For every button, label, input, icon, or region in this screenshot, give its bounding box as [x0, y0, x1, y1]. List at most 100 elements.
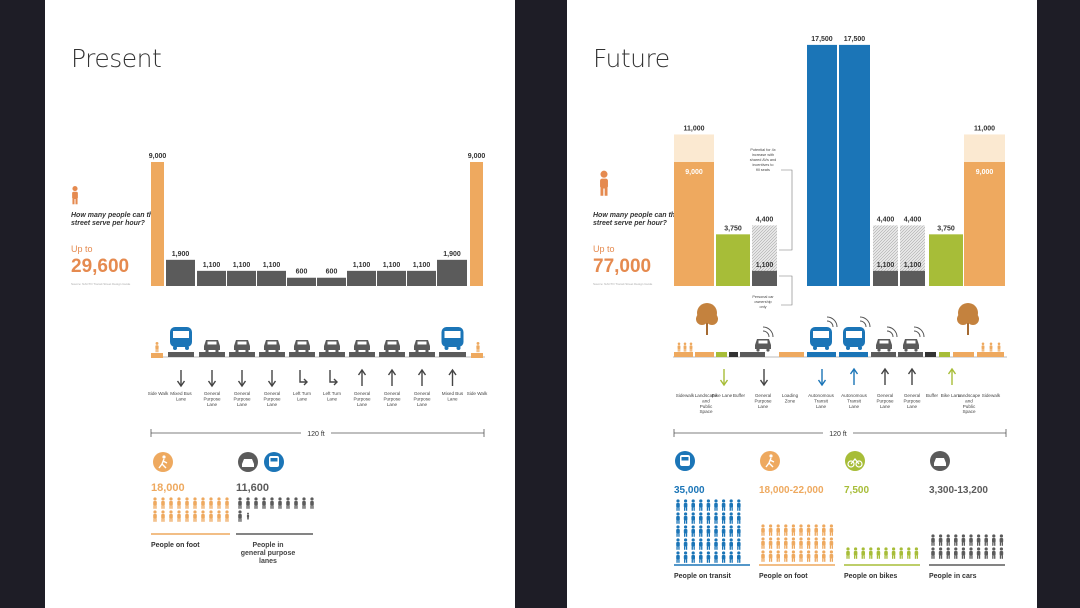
person-icon [969, 534, 973, 546]
leg [699, 520, 701, 524]
person-icon [806, 550, 811, 562]
person-icon [246, 512, 250, 520]
summary-label: People on bikes [844, 573, 897, 580]
summary-value: 18,000-22,000 [759, 485, 824, 496]
leg [678, 507, 680, 511]
head [992, 547, 996, 551]
torso [262, 501, 266, 506]
wheel [385, 349, 389, 353]
person-icon [791, 550, 796, 562]
car-icon [384, 340, 400, 353]
torso [729, 516, 733, 521]
torso [729, 503, 733, 508]
torso [706, 555, 711, 560]
arrow-up-icon [357, 368, 367, 386]
leg [256, 505, 258, 509]
car-window [758, 340, 768, 344]
head [977, 534, 981, 538]
car-window [327, 341, 337, 345]
torso [691, 555, 695, 560]
leg [684, 533, 686, 537]
person-icon [776, 537, 780, 549]
lane-label: General Purpose Lane [754, 393, 772, 409]
head [722, 512, 726, 516]
person-icon [714, 538, 718, 550]
person-icon [706, 512, 711, 524]
head [776, 537, 780, 541]
head [176, 380, 186, 388]
head [683, 342, 687, 346]
torso [161, 514, 165, 519]
person-icon [721, 512, 726, 524]
person-icon [238, 497, 242, 509]
bar [377, 270, 406, 286]
leg [693, 507, 695, 511]
torso [201, 514, 205, 519]
torso [185, 514, 189, 519]
leg [807, 545, 809, 549]
bus-window [846, 331, 862, 338]
torso [683, 529, 688, 534]
canopy [696, 313, 708, 325]
leg [739, 520, 741, 524]
signal-icon [913, 326, 925, 338]
torso [969, 538, 973, 543]
head [759, 379, 769, 387]
torso [931, 551, 935, 556]
leg [939, 555, 941, 559]
torso [776, 528, 780, 533]
head [722, 551, 726, 555]
torso [714, 516, 718, 521]
leg [723, 507, 726, 511]
person-icon [946, 547, 950, 559]
person-icon [829, 524, 834, 536]
torso [776, 541, 780, 546]
leg [829, 532, 832, 536]
bar-value-label: 1,100 [203, 262, 221, 269]
head [989, 342, 993, 346]
bar-value-label: 11,000 [974, 125, 995, 132]
leg [992, 542, 994, 546]
leg [799, 545, 801, 549]
torso [961, 551, 966, 556]
person-icon [209, 510, 213, 522]
signal-icon [886, 330, 894, 338]
person-icon [737, 551, 741, 563]
leg [678, 520, 680, 524]
person-icon [853, 547, 858, 559]
torso [829, 554, 834, 559]
torso [476, 345, 480, 350]
head [691, 538, 695, 542]
leg [971, 555, 973, 559]
person-icon [706, 551, 711, 563]
head [684, 525, 688, 529]
leg [886, 555, 888, 559]
tree-icon [957, 303, 979, 335]
signal-icon [913, 330, 921, 338]
summary-value: 3,300-13,200 [929, 485, 988, 496]
torso [238, 514, 242, 519]
head [729, 499, 733, 503]
leg [861, 555, 863, 559]
torso [185, 501, 189, 506]
leg [940, 555, 943, 559]
car-icon [234, 340, 250, 353]
torso [768, 541, 773, 546]
car-window [906, 340, 916, 344]
leg [1001, 555, 1003, 559]
leg [791, 558, 794, 562]
leg [786, 545, 788, 549]
person-icon [217, 510, 221, 522]
torso [217, 501, 221, 506]
leg [699, 507, 701, 511]
leg [203, 505, 205, 509]
leg [956, 542, 958, 546]
person-icon [699, 512, 703, 524]
leg [878, 555, 880, 559]
torso [254, 501, 258, 506]
person-icon [169, 497, 173, 509]
head [714, 525, 718, 529]
person-icon [799, 537, 803, 549]
lane-strip [807, 352, 836, 357]
leg [731, 520, 733, 524]
